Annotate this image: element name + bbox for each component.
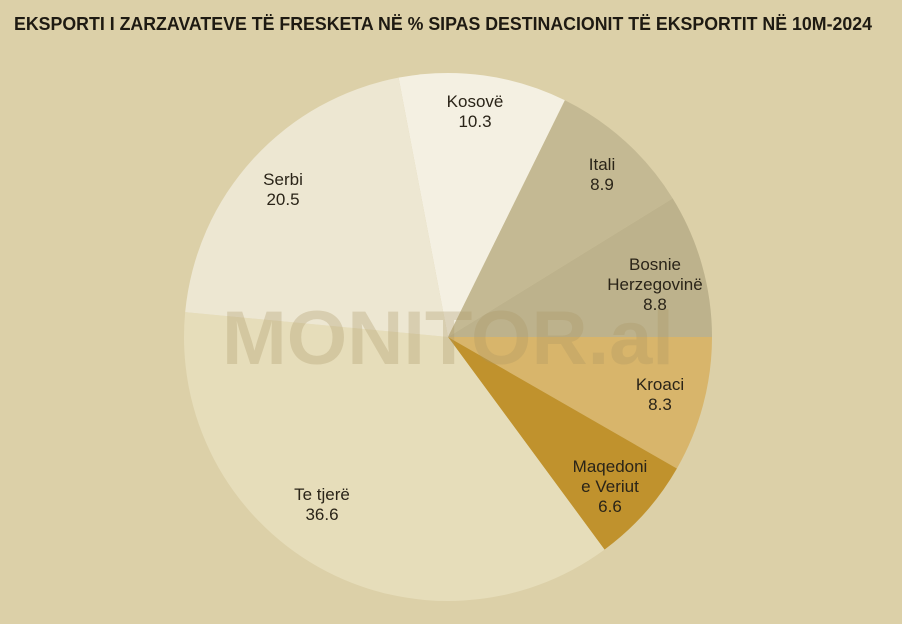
- slice-label: Maqedoni e Veriut 6.6: [573, 457, 648, 517]
- slice-label: Kroaci 8.3: [636, 375, 684, 415]
- category-label: Te tjerë: [294, 485, 350, 504]
- pie-slice: [398, 73, 565, 338]
- slice-label: Serbi 20.5: [263, 170, 303, 210]
- pie-slice: [448, 198, 712, 337]
- watermark: MONITOR.al: [222, 296, 674, 381]
- slice-label: Te tjerë 36.6: [294, 485, 350, 525]
- category-label: Bosnie Herzegovinë: [607, 255, 703, 294]
- pie-slice: [448, 100, 673, 337]
- slice-label: Kosovë 10.3: [447, 92, 504, 132]
- category-label: Serbi: [263, 170, 303, 189]
- pie-slice: [448, 337, 712, 469]
- pie-slice: [448, 337, 677, 550]
- category-label: Itali: [588, 155, 616, 174]
- value-label: 8.3: [648, 395, 672, 414]
- value-label: 36.6: [305, 505, 339, 524]
- category-label: Maqedoni e Veriut: [572, 457, 648, 496]
- slice-label: Bosnie Herzegovinë 8.8: [607, 255, 702, 315]
- value-label: 20.5: [266, 190, 300, 209]
- value-label: 8.8: [643, 295, 667, 314]
- slice-label: Itali 8.9: [589, 155, 615, 195]
- pie-slice: [184, 312, 605, 601]
- value-label: 8.9: [590, 175, 614, 194]
- category-label: Kosovë: [446, 92, 504, 111]
- chart-title: EKSPORTI I ZARZAVATEVE TË FRESKETA NË % …: [14, 14, 872, 34]
- category-label: Kroaci: [635, 375, 685, 394]
- value-label: 6.6: [598, 497, 622, 516]
- pie-slice: [185, 77, 449, 338]
- value-label: 10.3: [458, 112, 492, 131]
- pie: [184, 73, 712, 601]
